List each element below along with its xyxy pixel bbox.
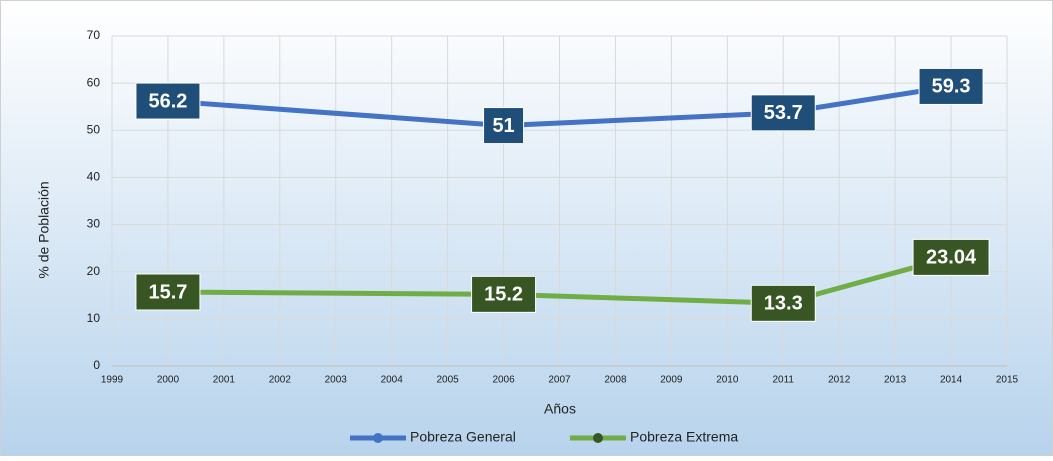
x-tick-label: 2015: [996, 375, 1019, 386]
x-tick-label: 2006: [492, 375, 515, 386]
y-tick-label: 30: [87, 217, 101, 231]
x-axis-title: Años: [544, 401, 576, 417]
y-tick-label: 0: [93, 358, 100, 372]
x-tick-label: 2010: [716, 375, 739, 386]
y-axis-title: % de Población: [36, 181, 52, 278]
data-label: 53.7: [764, 102, 803, 124]
data-label-box: [918, 67, 984, 105]
y-tick-label: 70: [87, 28, 101, 42]
x-tick-label: 2001: [213, 375, 236, 386]
data-label: 56.2: [148, 90, 187, 112]
legend-marker: [593, 433, 603, 443]
x-tick-label: 2008: [604, 375, 627, 386]
data-label: 15.2: [484, 284, 523, 306]
x-tick-label: 2013: [884, 375, 907, 386]
data-label: 51: [492, 115, 514, 137]
data-label: 23.04: [926, 247, 977, 269]
data-label-box: [135, 82, 201, 120]
y-tick-label: 20: [87, 264, 101, 278]
data-label-box: [135, 273, 201, 311]
x-tick-label: 2012: [828, 375, 851, 386]
data-label-box: [750, 284, 816, 322]
y-tick-label: 60: [87, 75, 101, 89]
x-tick-label: 2007: [548, 375, 571, 386]
x-tick-label: 2014: [940, 375, 963, 386]
data-label-box: [912, 238, 990, 276]
x-tick-label: 2003: [325, 375, 348, 386]
data-label: 59.3: [932, 76, 971, 98]
x-tick-label: 2009: [660, 375, 683, 386]
y-tick-label: 10: [87, 311, 101, 325]
x-tick-label: 2004: [381, 375, 404, 386]
data-label: 15.7: [148, 281, 187, 303]
y-tick-label: 50: [87, 122, 101, 136]
legend-label: Pobreza General: [410, 429, 516, 445]
x-tick-label: 1999: [101, 375, 124, 386]
x-tick-label: 2000: [157, 375, 180, 386]
data-label: 13.3: [764, 293, 803, 315]
series-line: [167, 254, 952, 306]
legend-label: Pobreza Extrema: [630, 429, 738, 445]
series-line: [167, 83, 952, 129]
x-tick-label: 2005: [437, 375, 460, 386]
x-tick-label: 2011: [772, 375, 794, 386]
x-tick-label: 2002: [269, 375, 292, 386]
y-tick-label: 40: [87, 170, 101, 184]
data-label-box: [483, 107, 525, 145]
data-label-box: [750, 94, 816, 132]
data-label-box: [471, 275, 537, 313]
legend-marker: [373, 433, 383, 443]
